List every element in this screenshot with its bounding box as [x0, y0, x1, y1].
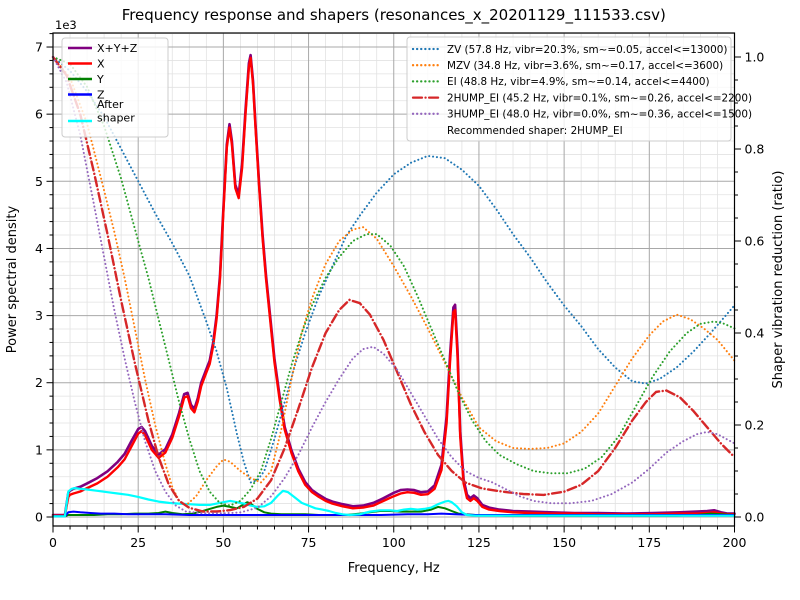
- y-right-tick-label: 0.6: [745, 234, 765, 249]
- x-tick-label: 200: [723, 535, 747, 550]
- y-right-tick-label: 1.0: [745, 50, 765, 65]
- legend-left-label-after: After: [97, 98, 124, 111]
- legend-left-label-y: Y: [96, 73, 104, 86]
- y-left-tick-label: 3: [35, 308, 43, 323]
- series-x-line: [51, 56, 736, 517]
- ticks: [46, 33, 741, 533]
- x-tick-label: 75: [301, 535, 317, 550]
- series-two_hump-line: [51, 55, 736, 513]
- legend-right-label-two_hump: 2HUMP_EI (45.2 Hz, vibr=0.1%, sm~=0.26, …: [447, 92, 752, 104]
- y-left-tick-label: 7: [35, 40, 43, 55]
- legend-right-label-three_hump: 3HUMP_EI (48.0 Hz, vibr=0.0%, sm~=0.36, …: [447, 109, 752, 121]
- y-right-tick-label: 0.2: [745, 418, 765, 433]
- legend-right-label-zv: ZV (57.8 Hz, vibr=20.3%, sm~=0.05, accel…: [447, 44, 727, 56]
- series-three_hump-line: [52, 56, 736, 515]
- x-tick-label: 50: [215, 535, 231, 550]
- legend-right-footer: Recommended shaper: 2HUMP_EI: [447, 125, 623, 137]
- x-tick-label: 125: [467, 535, 491, 550]
- y-left-tick-label: 5: [35, 174, 43, 189]
- y-left-tick-label: 0: [35, 510, 43, 525]
- tick-labels: 0 25 50 75 100 125 150 175 200 0 1 2 3 4 5 6 7 0.0 0.2 0.4 0…: [5, 6, 786, 576]
- y-left-tick-label: 2: [35, 375, 43, 390]
- y-left-offset-text: 1e3: [55, 18, 77, 32]
- series-group: [51, 53, 736, 518]
- x-tick-label: 175: [637, 535, 661, 550]
- chart-title: Frequency response and shapers (resonanc…: [122, 6, 666, 25]
- y-left-tick-label: 6: [35, 107, 43, 122]
- x-axis-label: Frequency, Hz: [348, 561, 440, 576]
- legend-left-label-z: Z: [97, 89, 105, 102]
- x-tick-label: 150: [552, 535, 576, 550]
- series-ei-line: [52, 56, 736, 507]
- legend-left-label-x: X: [97, 58, 105, 71]
- series-mzv-line: [52, 56, 736, 507]
- legend-right-label-ei: EI (48.8 Hz, vibr=4.9%, sm~=0.14, accel<…: [447, 76, 710, 88]
- legend-right: ZV (57.8 Hz, vibr=20.3%, sm~=0.05, accel…: [406, 36, 752, 142]
- y-left-axis-label: Power spectral density: [5, 205, 20, 353]
- y-left-tick-label: 1: [35, 442, 43, 457]
- y-right-tick-label: 0.8: [745, 142, 765, 157]
- legend-right-label-mzv: MZV (34.8 Hz, vibr=3.6%, sm~=0.17, accel…: [447, 60, 723, 72]
- y-right-tick-label: 0.0: [745, 510, 765, 525]
- x-tick-label: 25: [130, 535, 146, 550]
- legend-left-label-after: shaper: [97, 112, 135, 125]
- series-after-line: [51, 487, 736, 518]
- x-tick-label: 100: [382, 535, 406, 550]
- legend-right-box: [406, 36, 732, 142]
- y-left-tick-label: 4: [35, 241, 43, 256]
- x-tick-label: 0: [49, 535, 57, 550]
- y-right-tick-label: 0.4: [745, 326, 765, 341]
- y-right-axis-label: Shaper vibration reduction (ratio): [771, 171, 786, 389]
- legend-left-label-sum: X+Y+Z: [97, 42, 138, 55]
